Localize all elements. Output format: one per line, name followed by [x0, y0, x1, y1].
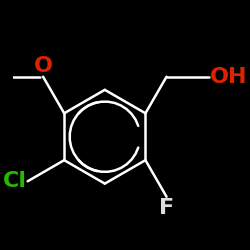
Text: O: O [34, 56, 52, 76]
Text: F: F [159, 198, 174, 218]
Text: Cl: Cl [2, 171, 26, 191]
Text: OH: OH [210, 67, 248, 87]
